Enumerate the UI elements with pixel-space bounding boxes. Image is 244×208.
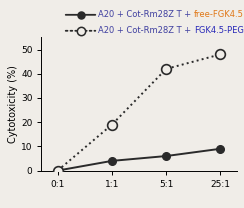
Text: A20 + Cot-Rm28Z T +: A20 + Cot-Rm28Z T + [98,26,194,35]
Y-axis label: Cytotoxicity (%): Cytotoxicity (%) [8,65,18,143]
Text: free-FGK4.5: free-FGK4.5 [194,10,244,19]
Text: A20 + Cot-Rm28Z T +: A20 + Cot-Rm28Z T + [98,10,194,19]
Text: FGK4.5-PEG2-Cot: FGK4.5-PEG2-Cot [194,26,244,35]
